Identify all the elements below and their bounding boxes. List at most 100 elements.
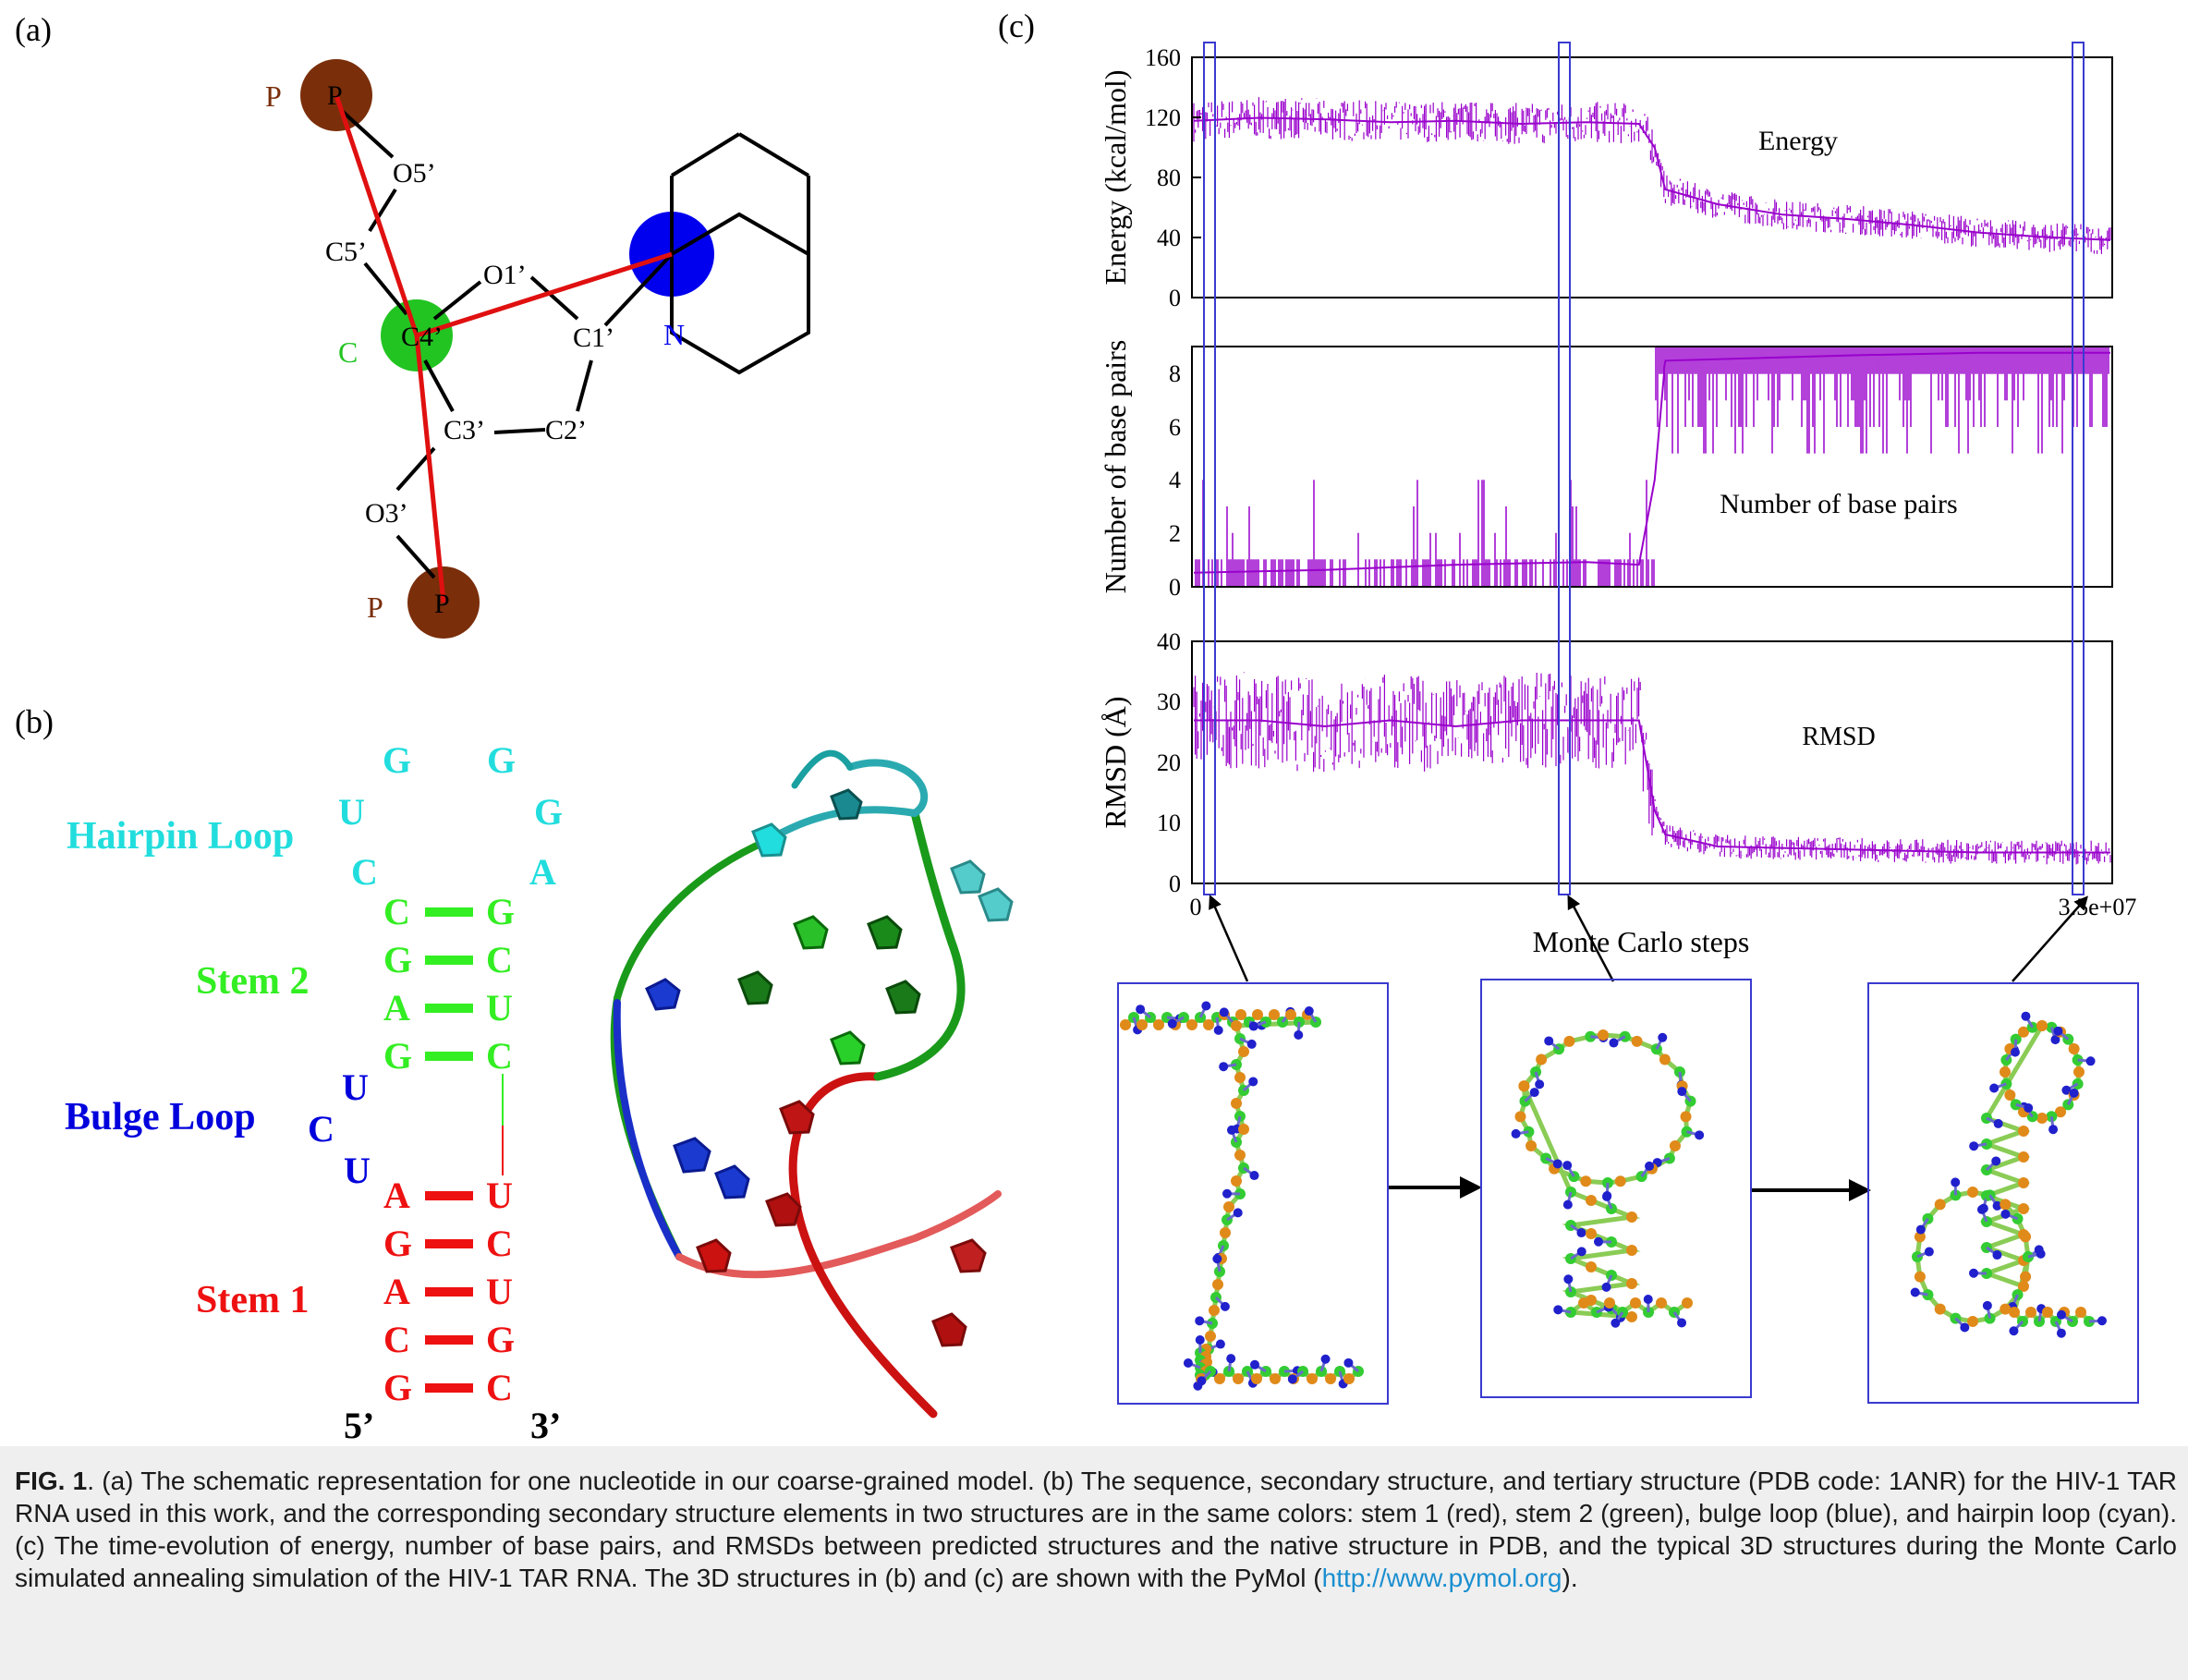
chain-base-bead (1249, 1171, 1259, 1181)
chain-bead (2009, 1307, 2020, 1318)
chain-bead (1914, 1271, 1926, 1283)
xtick-0: 0 (1190, 894, 1202, 920)
bulge-loop-label: Bulge Loop (65, 1096, 256, 1138)
three-prime-label: 3’ (530, 1405, 561, 1446)
chain-bead (1514, 1111, 1526, 1123)
rmsd-ytick-30: 30 (1157, 688, 1181, 715)
energy-chart: 0 40 80 120 160 Energy Energy (kcal/mol) (1099, 44, 2113, 311)
atom-c4: C4’ (401, 322, 443, 352)
chain-bead (1231, 1020, 1242, 1031)
chain-base-bead (1563, 1274, 1574, 1284)
skeleton-bonds (340, 109, 810, 579)
chain-bead (1626, 1278, 1637, 1289)
atom-c2: C2’ (545, 415, 587, 445)
chain-bead (1626, 1245, 1637, 1256)
chain-bead (1234, 1150, 1246, 1161)
rmsd-ylabel: RMSD (Å) (1099, 696, 1132, 828)
bulge-base-2: C (308, 1108, 334, 1150)
chain-bead (1203, 1019, 1214, 1030)
chain-base-bead (1248, 1077, 1258, 1087)
stem1-left-3: A (383, 1271, 410, 1312)
energy-ytick-40: 40 (1157, 225, 1181, 251)
chain-base-bead (2009, 1326, 2019, 1336)
hairpin-base-2: G (487, 739, 516, 781)
rmsd-ytick-10: 10 (1157, 810, 1181, 836)
atom-c5: C5’ (325, 237, 367, 267)
hairpin-base-4: G (534, 791, 563, 833)
rmsd-chart-title: RMSD (1802, 723, 1875, 751)
chain-bead (1325, 1373, 1336, 1384)
chain-bead (2018, 1126, 2029, 1137)
chain-bead (1212, 1279, 1223, 1290)
chain-bead (1914, 1231, 1926, 1243)
chain-bead (1626, 1211, 1637, 1223)
x-axis-label: Monte Carlo steps (1533, 925, 1750, 958)
chain-base-bead (1249, 1359, 1259, 1370)
chain-base-bead (2056, 1328, 2066, 1338)
stem2-left-3: A (383, 987, 410, 1029)
atom-c1: C1’ (573, 323, 614, 353)
chain-base-bead (1969, 1141, 1979, 1151)
chain-base-bead (1991, 1156, 2001, 1166)
chain-bead (1934, 1199, 1946, 1211)
chain-base-bead (1992, 1200, 2002, 1211)
rmsd-plot-frame (1191, 640, 2113, 884)
hairpin-base-6: A (529, 851, 556, 893)
chain-bead (1586, 1228, 1597, 1239)
atom-o1: O1’ (483, 260, 527, 290)
atom-c3: C3’ (444, 415, 485, 445)
chain-base-bead (1562, 1199, 1573, 1210)
atom-o3: O3’ (365, 498, 408, 529)
bp-ytick-8: 8 (1169, 360, 1181, 387)
chain-base-bead (1304, 1005, 1314, 1016)
chain-bead (1269, 1009, 1280, 1020)
stem2-label: Stem 2 (196, 960, 309, 1003)
chain-bead (2075, 1307, 2086, 1318)
stem1-pair-bars (425, 1126, 504, 1393)
chain-base-bead (1601, 1282, 1611, 1292)
energy-chart-title: Energy (1758, 126, 1838, 156)
chain-bead (1626, 1311, 1637, 1322)
chain-bead (1270, 1373, 1281, 1384)
chain-base-bead (1677, 1318, 1687, 1328)
base-pairs-series-bars (1195, 347, 2109, 586)
chain-bead (1137, 1019, 1148, 1030)
chain-base-bead (1576, 1247, 1586, 1257)
chain-bead (1233, 1373, 1244, 1384)
chain-base-bead (1601, 1191, 1611, 1201)
caption-text: . (a) The schematic representation for o… (15, 1467, 2177, 1592)
bead-label-p-bottom: P (367, 590, 383, 624)
stem2-right-2: C (486, 939, 513, 980)
highlight-windows (1203, 42, 2085, 895)
stem2-left-1: C (383, 891, 410, 932)
chain-base-bead (2061, 1085, 2072, 1095)
chain-bead (1153, 1019, 1164, 1030)
stem2-pair-bars (425, 907, 504, 1126)
chain-base-bead (1201, 1001, 1211, 1011)
stem2-right-4: C (486, 1035, 513, 1077)
figure-caption: FIG. 1. (a) The schematic representation… (0, 1446, 2188, 1680)
caption-pymol-link[interactable]: http://www.pymol.org (1321, 1564, 1562, 1592)
chain-bead (1252, 1009, 1263, 1020)
bead-label-c: C (338, 335, 358, 369)
panel-b-label: (b) (15, 703, 54, 740)
stem1-left-2: G (383, 1223, 412, 1264)
chain-bead (2018, 1177, 2029, 1188)
bulge-base-3: U (344, 1150, 371, 1191)
chain-base-bead (1924, 1247, 1934, 1257)
chain-base-bead (1343, 1357, 1354, 1368)
chain-base-bead (1215, 1339, 1225, 1349)
chain-bead (1967, 1316, 1978, 1327)
chain-base-bead (2048, 1125, 2059, 1135)
chain-base-bead (2036, 1248, 2046, 1259)
chain-bead (2000, 1066, 2011, 1077)
chain-bead (2000, 1199, 2012, 1211)
chain-base-bead (1287, 1374, 1297, 1384)
coarse-grained-bonds (334, 94, 673, 603)
chain-base-bead (2085, 1056, 2096, 1066)
energy-ytick-160: 160 (1145, 44, 1181, 71)
hairpin-loop-label: Hairpin Loop (67, 815, 294, 858)
rmsd-series-noise (1193, 672, 2111, 865)
chain-base-bead (2097, 1316, 2107, 1326)
chain-bead (1214, 1373, 1225, 1384)
